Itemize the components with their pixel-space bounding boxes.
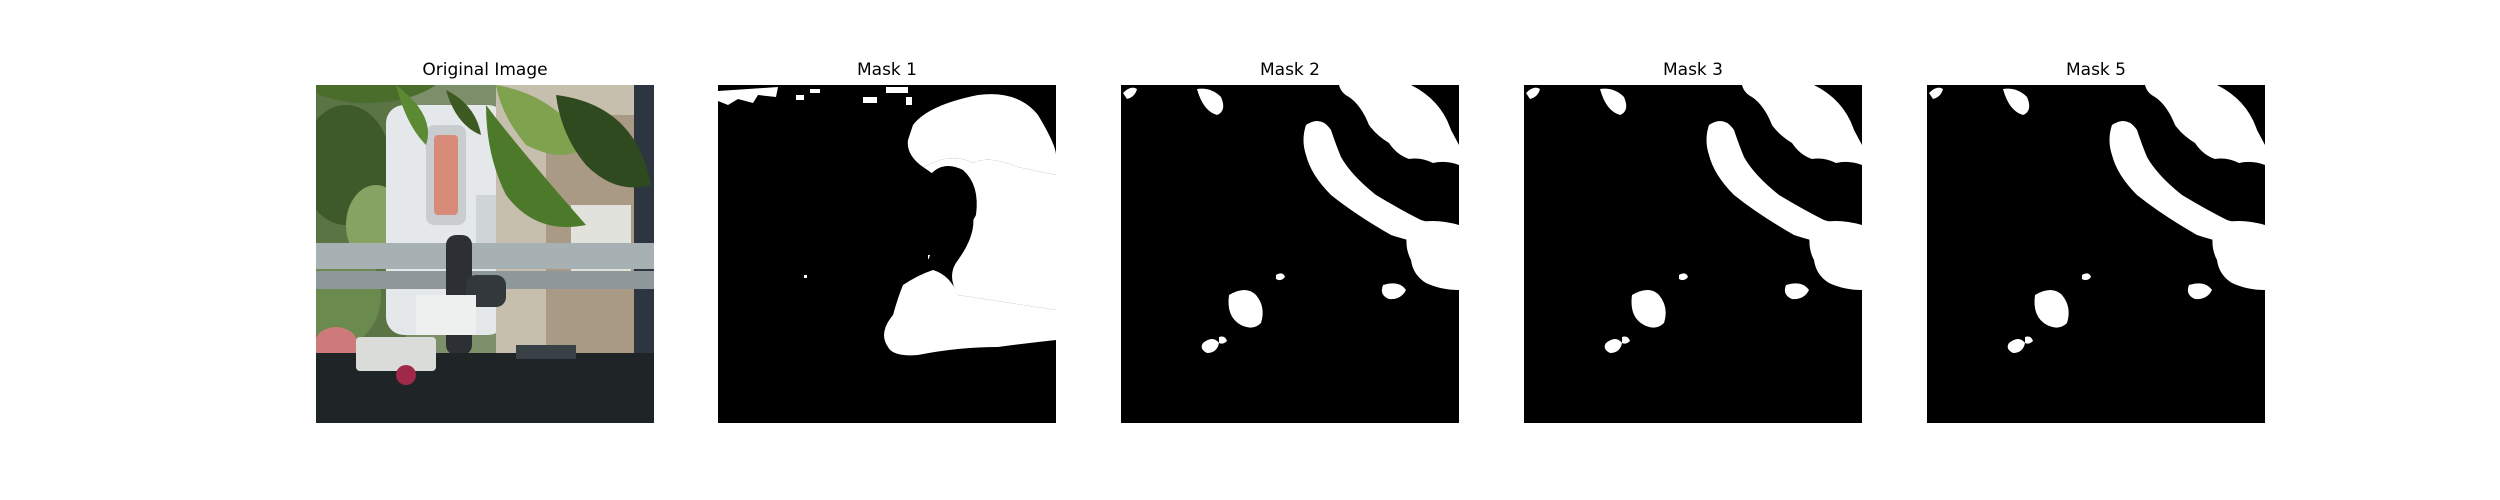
mask-5-image: [1927, 85, 2265, 423]
mask-2-svg: [1121, 85, 1459, 423]
original-photo-svg: [316, 85, 654, 423]
mask-1-svg: [718, 85, 1056, 423]
panel-title: Mask 2: [1259, 60, 1320, 80]
mask-3-svg: [1524, 85, 1862, 423]
mask-1-image: [718, 85, 1056, 423]
panel-title: Mask 1: [856, 60, 917, 80]
original-photo: [316, 85, 654, 423]
panel-title: Mask 3: [1662, 60, 1723, 80]
mask-2-image: [1121, 85, 1459, 423]
panel-title: Mask 5: [2065, 60, 2126, 80]
mask-5-svg: [1927, 85, 2265, 423]
panel-title: Original Image: [422, 60, 548, 80]
mask-3-image: [1524, 85, 1862, 423]
